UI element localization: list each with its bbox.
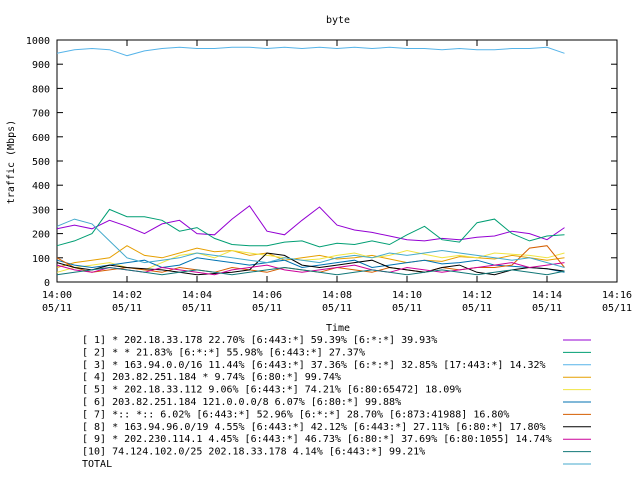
x-tick-date-label: 05/11 xyxy=(112,303,142,314)
y-tick-label: 600 xyxy=(32,133,50,144)
x-axis: 14:00 05/11 14:02 05/11 14:04 05/11 14:06 05/11… xyxy=(42,40,632,314)
series-line xyxy=(56,252,565,276)
legend-label: [ 3] * 163.94.0.0/16 11.44% [6:443:*] 37… xyxy=(82,360,546,371)
series-lines xyxy=(56,46,565,276)
legend-label: [ 1] * 202.18.33.178 22.70% [6:443:*] 59… xyxy=(82,335,437,346)
x-tick-date-label: 05/11 xyxy=(532,303,562,314)
series-line xyxy=(56,218,565,268)
y-tick-label: 400 xyxy=(32,181,50,192)
x-tick-date-label: 05/11 xyxy=(42,303,72,314)
y-tick-label: 100 xyxy=(32,254,50,265)
y-tick-label: 700 xyxy=(32,109,50,120)
legend-label: [ 7] *:: *:: 6.02% [6:443:*] 52.96% [6:*… xyxy=(82,409,509,420)
x-tick-label: 14:00 xyxy=(42,290,72,301)
legend-label: [ 4] 203.82.251.184 * 9.74% [6:80:*] 99.… xyxy=(82,372,341,383)
plot-frame xyxy=(56,39,618,283)
x-tick-label: 14:16 xyxy=(602,290,632,301)
x-tick-date-label: 05/11 xyxy=(322,303,352,314)
y-axis-label: traffic (Mbps) xyxy=(6,120,17,204)
series-line xyxy=(56,266,565,276)
x-tick-label: 14:08 xyxy=(322,290,352,301)
legend: [ 1] * 202.18.33.178 22.70% [6:443:*] 59… xyxy=(82,335,591,470)
x-tick-date-label: 05/11 xyxy=(462,303,492,314)
x-axis-label: Time xyxy=(326,323,350,334)
series-line xyxy=(56,205,565,242)
x-tick-label: 14:10 xyxy=(392,290,422,301)
y-tick-label: 1000 xyxy=(26,36,50,47)
legend-label: [ 6] 203.82.251.184 121.0.0.0/8 6.07% [6… xyxy=(82,397,401,408)
x-tick-date-label: 05/11 xyxy=(182,303,212,314)
chart-title: byte xyxy=(326,15,350,26)
legend-label: [ 8] * 163.94.96.0/19 4.55% [6:443:*] 42… xyxy=(82,422,546,433)
legend-label: [10] 74.124.102.0/25 202.18.33.178 4.14%… xyxy=(82,447,425,458)
y-tick-label: 0 xyxy=(44,278,50,289)
legend-label: TOTAL xyxy=(82,459,112,470)
y-tick-label: 900 xyxy=(32,60,50,71)
legend-label: [ 5] * 202.18.33.112 9.06% [6:443:*] 74.… xyxy=(82,385,461,396)
x-tick-date-label: 05/11 xyxy=(252,303,282,314)
series-line xyxy=(56,46,565,57)
x-tick-date-label: 05/11 xyxy=(602,303,632,314)
x-tick-label: 14:06 xyxy=(252,290,282,301)
x-tick-label: 14:14 xyxy=(532,290,562,301)
y-tick-label: 200 xyxy=(32,230,50,241)
x-tick-label: 14:12 xyxy=(462,290,492,301)
series-line xyxy=(56,245,565,268)
y-tick-label: 300 xyxy=(32,205,50,216)
legend-label: [ 9] * 202.230.114.1 4.45% [6:443:*] 46.… xyxy=(82,434,552,445)
legend-label: [ 2] * * 21.83% [6:*:*] 55.98% [6:443:*]… xyxy=(82,347,365,358)
series-line xyxy=(56,208,565,248)
y-tick-label: 500 xyxy=(32,157,50,168)
x-tick-label: 14:04 xyxy=(182,290,212,301)
x-tick-label: 14:02 xyxy=(112,290,142,301)
x-tick-date-label: 05/11 xyxy=(392,303,422,314)
y-tick-label: 800 xyxy=(32,84,50,95)
y-axis: 0 100 200 300 400 500 600 700 800 900 1000 xyxy=(26,36,617,289)
